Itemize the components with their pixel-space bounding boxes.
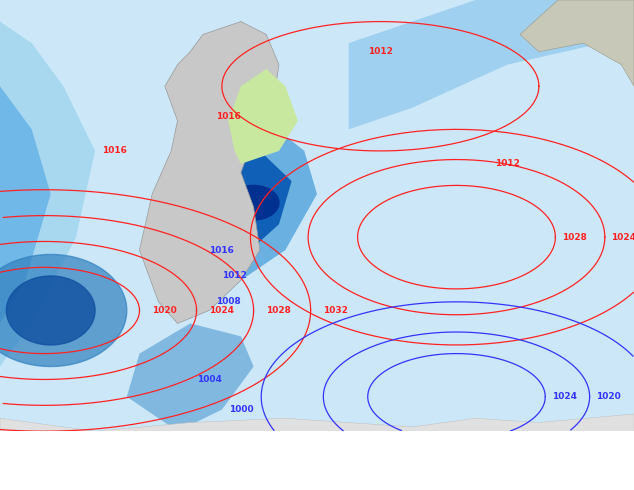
Polygon shape [349,0,634,129]
Text: 200: 200 [529,473,550,483]
Polygon shape [209,151,292,259]
Polygon shape [0,0,95,367]
Polygon shape [520,0,634,86]
Text: 150: 150 [482,473,502,483]
Text: 1012: 1012 [495,159,520,169]
Text: 1032: 1032 [323,306,348,315]
Text: 1004: 1004 [197,375,222,384]
Text: 1012: 1012 [368,47,393,56]
Text: 75: 75 [387,473,400,483]
Polygon shape [139,22,279,323]
Text: 1020: 1020 [152,306,177,315]
Polygon shape [0,254,127,367]
Text: 50: 50 [339,473,353,483]
Text: 0.5: 0.5 [6,473,27,483]
Text: 1000: 1000 [229,405,253,414]
Text: 1020: 1020 [596,392,621,401]
Polygon shape [127,323,254,431]
Polygon shape [190,121,317,280]
Polygon shape [0,86,51,323]
Text: 20: 20 [197,473,210,483]
Polygon shape [228,185,279,220]
Text: 1028: 1028 [562,233,586,242]
Text: 40: 40 [292,473,305,483]
Text: 1016: 1016 [101,147,127,155]
Text: 5: 5 [101,473,108,483]
Text: 2: 2 [54,473,61,483]
Text: 30: 30 [244,473,257,483]
Text: Mo 06-05-2024 00:00 UTC (00+120): Mo 06-05-2024 00:00 UTC (00+120) [399,441,628,454]
Text: 1024: 1024 [209,306,234,315]
Text: 1024: 1024 [611,233,634,242]
Text: 1024: 1024 [552,392,576,401]
Text: 1012: 1012 [222,271,247,280]
Polygon shape [0,414,634,431]
Text: 10: 10 [149,473,162,483]
Text: Precipitation accum. [mm] ECMWF: Precipitation accum. [mm] ECMWF [6,441,227,454]
Text: 100: 100 [434,473,455,483]
Text: 1008: 1008 [216,297,241,306]
Text: 1016: 1016 [209,245,235,255]
Text: 1016: 1016 [216,112,241,121]
Polygon shape [6,276,95,345]
Text: 1028: 1028 [266,306,291,315]
Text: ©weatheronline.co.uk: ©weatheronline.co.uk [503,473,628,483]
Polygon shape [0,0,634,431]
Polygon shape [228,69,298,164]
